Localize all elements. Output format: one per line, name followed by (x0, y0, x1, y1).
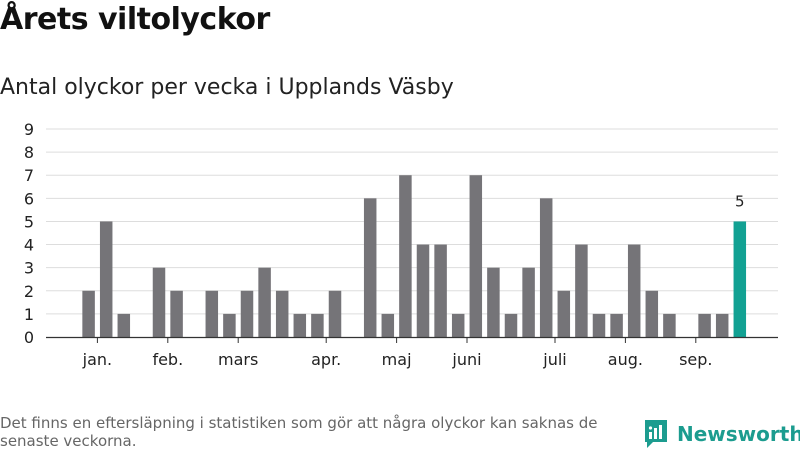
bar (575, 244, 588, 337)
bar (487, 267, 500, 337)
bar (381, 313, 395, 337)
bar (539, 198, 553, 337)
bar (592, 313, 606, 337)
bar (275, 290, 289, 337)
x-tick-label: apr. (311, 350, 341, 369)
bar (610, 313, 623, 337)
x-tick-label: jan. (82, 350, 112, 369)
bar (504, 313, 518, 337)
bar (152, 267, 166, 337)
x-tick-label: maj (382, 350, 412, 369)
y-tick-label: 3 (24, 259, 34, 278)
chart-subtitle: Antal olyckor per vecka i Upplands Väsby (0, 75, 454, 100)
bar (522, 267, 535, 337)
bar (645, 290, 659, 337)
bar (328, 290, 342, 337)
bar (627, 244, 641, 337)
x-tick-label: mars (218, 350, 258, 369)
x-tick-label: aug. (608, 350, 643, 369)
bar (399, 175, 412, 337)
bar (557, 290, 571, 337)
brand-name: Newsworthy (677, 422, 800, 446)
bar-chart: 0 1 2 3 4 5 6 7 8 9 5 jan. feb. mars apr. maj juni juli au… (24, 120, 778, 369)
bar (170, 290, 183, 337)
chart-title: Årets viltolyckor (0, 2, 270, 37)
brand-logo: Newsworthy (643, 418, 800, 450)
bar (469, 175, 483, 337)
bar (715, 313, 729, 337)
bar (451, 313, 465, 337)
bar (434, 244, 447, 337)
x-tick-label: juni (451, 350, 481, 369)
bar (293, 313, 307, 337)
y-tick-label: 2 (24, 282, 34, 301)
y-tick-label: 5 (24, 212, 34, 231)
y-tick-label: 7 (24, 166, 34, 185)
bar (363, 198, 377, 337)
x-tick-label: feb. (152, 350, 183, 369)
y-tick-label: 0 (24, 328, 34, 347)
bar (240, 290, 254, 337)
highlight-value-label: 5 (735, 192, 745, 210)
bar (311, 313, 324, 337)
bar (698, 313, 711, 337)
x-tick-label: juli (542, 350, 566, 369)
y-tick-label: 8 (24, 143, 34, 162)
x-tick-label: sep. (679, 350, 712, 369)
bar (82, 290, 95, 337)
bar (416, 244, 430, 337)
bar (663, 313, 676, 337)
bar (258, 267, 271, 337)
newsworthy-logo-icon (645, 420, 667, 448)
bar (205, 290, 219, 337)
bar (117, 313, 131, 337)
y-tick-label: 9 (24, 120, 34, 139)
footnote: Det finns en eftersläpning i statistiken… (0, 414, 598, 450)
y-tick-label: 6 (24, 189, 34, 208)
highlight-bar (733, 221, 747, 337)
bar (99, 221, 113, 337)
y-tick-label: 4 (24, 236, 34, 255)
y-tick-label: 1 (24, 305, 34, 324)
bar (223, 313, 236, 337)
